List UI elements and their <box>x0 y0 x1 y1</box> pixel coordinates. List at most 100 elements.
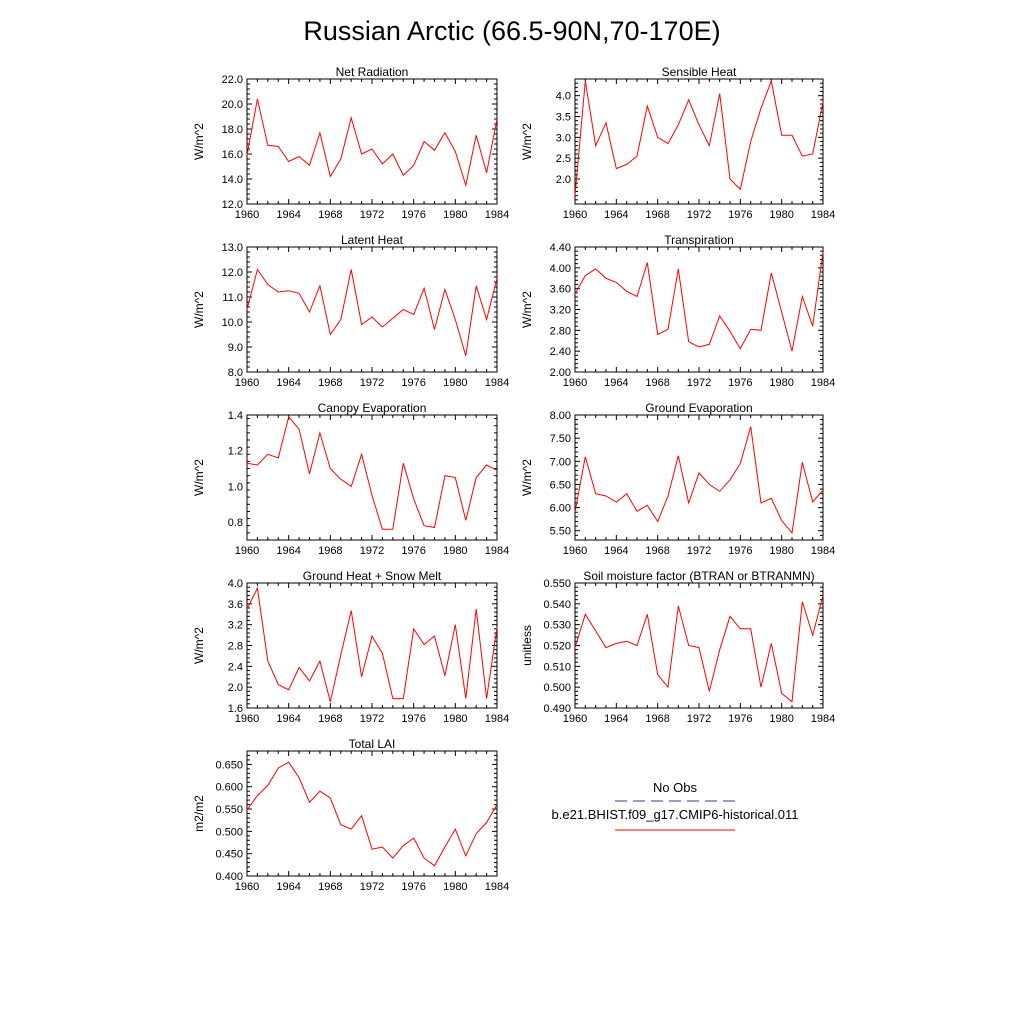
x-tick-label: 1972 <box>687 209 711 221</box>
y-tick-label: 12.0 <box>222 267 243 279</box>
panel-title: Canopy Evaporation <box>318 401 427 415</box>
x-tick-label: 1968 <box>318 377 342 389</box>
x-tick-label: 1976 <box>401 545 425 557</box>
y-tick-label: 2.0 <box>556 174 571 186</box>
x-tick-label: 1980 <box>443 881 467 893</box>
y-tick-label: 14.0 <box>222 174 243 186</box>
y-tick-label: 0.500 <box>543 682 571 694</box>
y-tick-label: 0.490 <box>543 703 571 715</box>
x-tick-label: 1984 <box>485 377 509 389</box>
x-tick-label: 1964 <box>276 881 300 893</box>
x-tick-label: 1972 <box>360 713 384 725</box>
x-tick-label: 1976 <box>401 377 425 389</box>
y-tick-label: 16.0 <box>222 149 243 161</box>
y-tick-label: 2.4 <box>228 661 243 673</box>
y-tick-label: 0.650 <box>215 759 243 771</box>
panel-title: Total LAI <box>349 737 396 751</box>
x-tick-label: 1964 <box>604 713 628 725</box>
x-tick-label: 1960 <box>563 545 587 557</box>
x-tick-label: 1972 <box>687 377 711 389</box>
panel-title: Latent Heat <box>341 233 404 247</box>
series-line <box>246 586 498 702</box>
panel-title: Sensible Heat <box>662 65 737 79</box>
x-tick-label: 1964 <box>604 209 628 221</box>
x-tick-label: 1960 <box>563 713 587 725</box>
series-line <box>246 268 498 356</box>
chart-ground-evaporation: Ground Evaporation W/m^2 1960 1964 1968 1972 1… <box>520 401 835 557</box>
y-axis-label: W/m^2 <box>192 123 206 160</box>
y-tick-label: 0.550 <box>215 804 243 816</box>
x-tick-label: 1980 <box>443 545 467 557</box>
x-tick-label: 1984 <box>811 377 835 389</box>
y-axis-label: W/m^2 <box>192 291 206 328</box>
chart-sensible-heat: Sensible Heat W/m^2 1960 1964 1968 1972 1976 19… <box>520 65 835 221</box>
plot-frame <box>574 78 824 205</box>
y-tick-label: 0.530 <box>543 620 571 632</box>
x-tick-label: 1984 <box>485 881 509 893</box>
x-tick-label: 1984 <box>485 713 509 725</box>
y-tick-label: 4.0 <box>228 578 243 590</box>
y-tick-label: 6.00 <box>550 503 571 515</box>
y-axis-label: W/m^2 <box>520 291 534 328</box>
x-tick-label: 1960 <box>235 209 259 221</box>
y-axis-label: m2/m2 <box>192 795 206 832</box>
y-tick-label: 13.0 <box>222 242 243 254</box>
x-tick-label: 1968 <box>645 377 669 389</box>
legend: No Obs b.e21.BHIST.f09_g17.CMIP6-histori… <box>552 780 799 831</box>
x-tick-label: 1964 <box>276 713 300 725</box>
series-line <box>574 79 824 196</box>
y-tick-label: 2.5 <box>556 153 571 165</box>
legend-obs-label: No Obs <box>653 780 698 795</box>
y-tick-label: 3.0 <box>556 132 571 144</box>
y-axis-label: W/m^2 <box>192 459 206 496</box>
series-line <box>574 595 824 703</box>
x-tick-label: 1960 <box>563 377 587 389</box>
x-tick-label: 1980 <box>443 713 467 725</box>
y-tick-label: 0.600 <box>215 782 243 794</box>
y-tick-label: 7.00 <box>550 456 571 468</box>
x-tick-label: 1980 <box>769 713 793 725</box>
x-tick-label: 1964 <box>604 377 628 389</box>
x-tick-label: 1964 <box>604 545 628 557</box>
y-axis-label: unitless <box>520 625 534 666</box>
y-tick-label: 7.50 <box>550 433 571 445</box>
x-tick-label: 1968 <box>318 209 342 221</box>
x-tick-label: 1980 <box>443 377 467 389</box>
x-tick-label: 1980 <box>769 209 793 221</box>
x-tick-label: 1972 <box>360 881 384 893</box>
y-tick-label: 0.540 <box>543 599 571 611</box>
x-tick-label: 1960 <box>563 209 587 221</box>
series-line <box>246 415 498 530</box>
x-tick-label: 1960 <box>235 881 259 893</box>
x-tick-label: 1980 <box>769 377 793 389</box>
x-tick-label: 1968 <box>645 713 669 725</box>
chart-latent-heat: Latent Heat W/m^2 1960 1964 1968 1972 1976 1980… <box>192 233 509 389</box>
figure-title: Russian Arctic (66.5-90N,70-170E) <box>303 16 720 46</box>
x-tick-label: 1968 <box>318 881 342 893</box>
x-tick-label: 1980 <box>443 209 467 221</box>
y-tick-label: 11.0 <box>222 292 243 304</box>
legend-model-label: b.e21.BHIST.f09_g17.CMIP6-historical.011 <box>552 807 799 822</box>
chart-ground-heat-snow-melt: Ground Heat + Snow Melt W/m^2 1960 1964 1968… <box>192 569 509 725</box>
x-tick-label: 1964 <box>276 209 300 221</box>
chart-canopy-evaporation: Canopy Evaporation W/m^2 1960 1964 1968 1972 1… <box>192 401 509 557</box>
y-tick-label: 6.50 <box>550 479 571 491</box>
y-tick-label: 9.0 <box>228 342 243 354</box>
series-line <box>574 252 824 352</box>
panel-title: Transpiration <box>664 233 734 247</box>
y-tick-label: 8.00 <box>550 410 571 422</box>
x-tick-label: 1984 <box>811 545 835 557</box>
y-tick-label: 1.4 <box>228 410 243 422</box>
x-tick-label: 1984 <box>811 209 835 221</box>
y-tick-label: 8.0 <box>228 367 243 379</box>
y-tick-label: 0.450 <box>215 849 243 861</box>
y-tick-label: 1.6 <box>228 703 243 715</box>
x-tick-label: 1984 <box>485 209 509 221</box>
x-tick-label: 1976 <box>401 209 425 221</box>
y-tick-label: 3.20 <box>550 305 571 317</box>
series-line <box>574 426 824 535</box>
x-tick-label: 1972 <box>687 545 711 557</box>
x-tick-label: 1984 <box>811 713 835 725</box>
y-tick-label: 2.8 <box>228 641 243 653</box>
y-tick-label: 22.0 <box>222 74 243 86</box>
